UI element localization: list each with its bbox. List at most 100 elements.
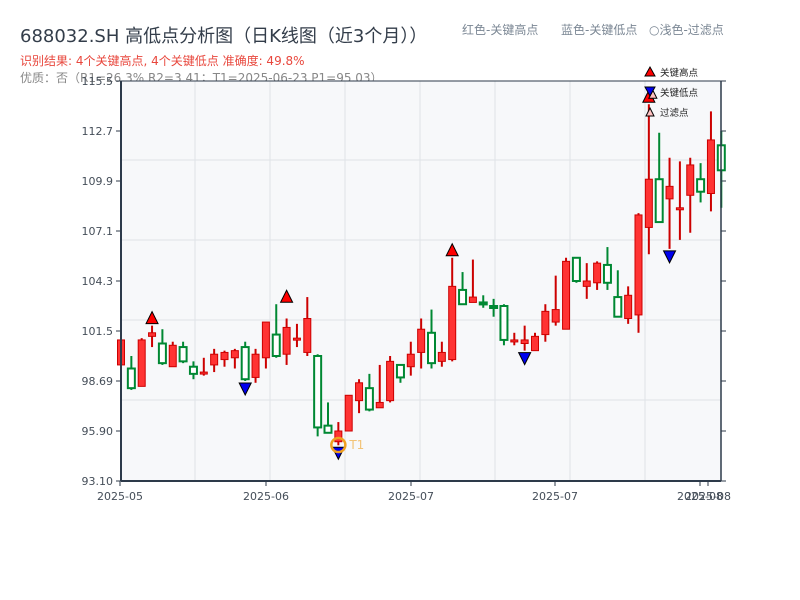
candle-body [355, 382, 364, 402]
candle-body [178, 346, 188, 363]
candle [334, 422, 343, 446]
legend-low-icon [644, 86, 656, 98]
candle [199, 357, 208, 376]
candle [303, 297, 312, 356]
legend-blue-note: 蓝色-关键低点 [561, 23, 638, 37]
candle [157, 329, 167, 365]
candle [644, 104, 653, 255]
candle [220, 350, 229, 367]
candle-body [406, 353, 415, 368]
key-low-marker [662, 250, 677, 264]
candle [313, 354, 323, 437]
candle-body [458, 288, 468, 306]
x-tick-label: 2025-07 [388, 490, 434, 503]
y-tick-label: 112.7 [82, 125, 114, 138]
legend-filtered-icon [645, 106, 655, 117]
candle [696, 163, 706, 203]
candle [665, 157, 674, 249]
chart-title: 688032.SH 高低点分析图（日K线图（近3个月）） [20, 26, 428, 47]
candle [499, 304, 509, 346]
x-tick-label: 2025-06 [243, 490, 289, 503]
candle-body [271, 333, 281, 358]
candle [427, 309, 436, 369]
candle-body [499, 305, 509, 341]
candle-body [417, 328, 426, 353]
candle [562, 257, 571, 330]
y-tick-label: 98.69 [82, 375, 114, 388]
axes: 93.10 95.90 98.69 101.5 104.3 107.1 109.9 112.7… [82, 75, 731, 503]
candle [251, 348, 260, 383]
candle-body [427, 331, 436, 365]
candle [602, 247, 612, 290]
candle [178, 341, 188, 364]
candle-body [230, 350, 239, 359]
candle-body [220, 351, 229, 361]
candle-body [157, 342, 167, 365]
candle [531, 332, 539, 352]
candle [282, 318, 291, 365]
candle-body [675, 207, 684, 211]
candle-body [571, 256, 581, 282]
candle [364, 373, 374, 412]
legend-high-icon [644, 65, 656, 77]
candle-body [478, 301, 488, 306]
key-high-marker [279, 289, 294, 303]
candle [510, 332, 519, 346]
candle-body [334, 430, 343, 443]
candle [323, 402, 333, 434]
candle-body [520, 339, 529, 344]
y-tick-label: 95.90 [82, 425, 114, 438]
candle-body [686, 164, 695, 196]
key-high-marker [445, 242, 460, 257]
candle [541, 304, 550, 342]
x-tick-label: 2025-07 [532, 490, 578, 503]
candle [188, 361, 198, 380]
candle [613, 270, 623, 318]
candle [468, 259, 477, 303]
candle [458, 272, 468, 306]
candle-body [188, 365, 198, 375]
candle [344, 394, 353, 432]
candle [571, 256, 581, 283]
x-tick-label: 2025-08 [685, 490, 731, 503]
candle [551, 275, 560, 326]
candle-body [168, 344, 177, 368]
y-tick-label: 109.9 [82, 175, 114, 188]
candle [675, 161, 684, 240]
candle [520, 325, 529, 351]
candle [582, 263, 591, 299]
candle [624, 286, 633, 324]
candle-body [448, 285, 457, 361]
candle-body [582, 280, 591, 287]
candle [686, 157, 695, 233]
candle [148, 325, 157, 348]
candle-body [624, 294, 633, 319]
candle-body [282, 326, 291, 355]
candle-body [665, 185, 674, 200]
t1-label: T1 [348, 438, 364, 452]
candle-body [303, 318, 312, 353]
legend-red-note: 红色-关键高点 [462, 23, 539, 37]
pivot-markers: T1 [145, 89, 677, 461]
x-tick-label: 2025-08 [677, 490, 723, 503]
candle [168, 341, 177, 368]
candle-body [644, 178, 653, 228]
key-low-marker [238, 382, 253, 397]
candle-body [344, 394, 353, 432]
candle [593, 261, 602, 290]
y-tick-label: 93.10 [82, 475, 114, 488]
candle [271, 304, 281, 358]
candle [406, 341, 415, 376]
candle [437, 341, 446, 367]
candle-body [199, 371, 208, 375]
candle-body [489, 305, 499, 309]
candle [448, 257, 457, 362]
result-summary: 识别结果: 4个关键高点, 4个关键低点 准确度: 49.8% [20, 54, 305, 68]
candle [489, 298, 499, 317]
candle-body [364, 387, 374, 411]
candle-body [613, 296, 623, 318]
candle [395, 363, 405, 383]
legend-label: 过滤点 [660, 107, 689, 119]
candle-body [148, 332, 157, 337]
